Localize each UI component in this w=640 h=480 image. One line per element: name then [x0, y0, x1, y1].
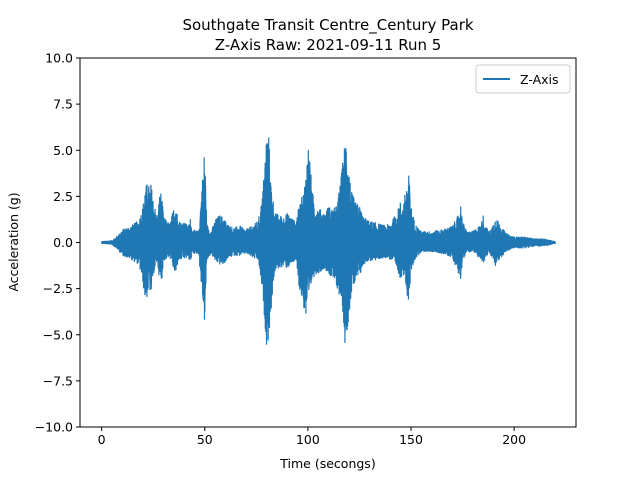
series-line-z-axis [101, 137, 556, 345]
legend-box [475, 64, 571, 94]
y-tick-label: −5.0 [43, 327, 73, 342]
legend-label-z-axis: Z-Axis [520, 72, 559, 87]
series-layer [101, 137, 556, 345]
y-axis-label: Acceleration (g) [6, 192, 21, 291]
x-tick-label: 150 [399, 432, 423, 447]
x-tick-label: 100 [296, 432, 320, 447]
y-tick-label: 7.5 [53, 97, 73, 112]
legend: Z-Axis [475, 64, 571, 94]
y-tick-label: 2.5 [53, 189, 73, 204]
x-tick-label: 0 [98, 432, 106, 447]
y-tick-label: −7.5 [43, 373, 73, 388]
y-tick-label: −10.0 [35, 420, 73, 435]
x-axis: 0 50 100 150 200 [98, 427, 526, 447]
x-tick-label: 50 [197, 432, 213, 447]
x-axis-label: Time (secongs) [279, 456, 375, 471]
y-tick-label: −2.5 [43, 281, 73, 296]
chart-title: Southgate Transit Centre_Century Park [182, 16, 473, 35]
plot-area [79, 57, 577, 428]
y-tick-label: 10.0 [45, 51, 73, 66]
y-tick-label: 5.0 [53, 143, 73, 158]
x-tick-label: 200 [502, 432, 526, 447]
chart-subtitle: Z-Axis Raw: 2021-09-11 Run 5 [215, 36, 442, 54]
y-tick-label: 0.0 [53, 235, 73, 250]
y-axis: −10.0 −7.5 −5.0 −2.5 0.0 2.5 5.0 7.5 10.0 [35, 51, 80, 435]
